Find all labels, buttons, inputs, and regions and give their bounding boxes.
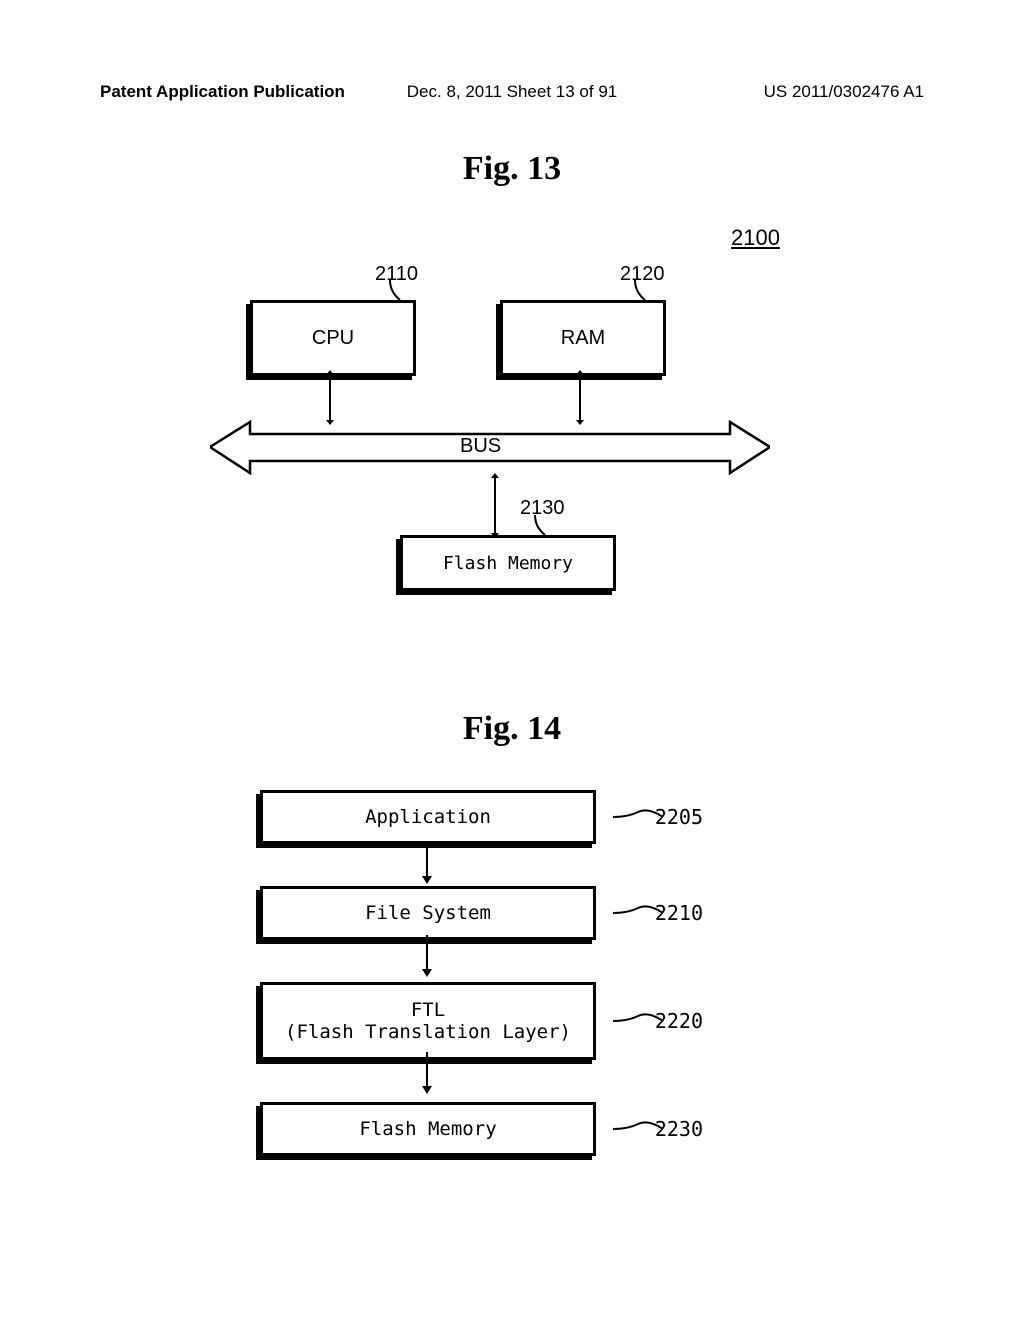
page-header: Patent Application Publication Dec. 8, 2… [0,82,1024,102]
header-left: Patent Application Publication [100,82,345,102]
bus-label: BUS [460,435,501,458]
layer-application-label: Application [365,806,491,828]
ref-2205: 2205 [655,805,703,829]
conn-cpu-bus [320,370,340,425]
layer-filesystem: File System 2210 [260,886,596,940]
ref-2220: 2220 [655,1009,703,1033]
ram-label: RAM [561,327,605,350]
fig13-title: Fig. 13 [463,150,561,188]
layer-application: Application 2205 [260,790,596,844]
ram-box: RAM [500,300,666,376]
arrow-3 [420,1052,434,1094]
ref-2100: 2100 [731,225,780,251]
fig14-title: Fig. 14 [463,710,561,748]
layer-ftl-label1: FTL [411,999,445,1021]
layer-ftl-label2: (Flash Translation Layer) [285,1021,571,1043]
header-right: US 2011/0302476 A1 [764,82,924,102]
ref-2230: 2230 [655,1117,703,1141]
layer-ftl: FTL (Flash Translation Layer) 2220 [260,982,596,1060]
ref-2210: 2210 [655,901,703,925]
figure-13: 2100 2110 2120 CPU RAM BUS 2130 Flash Me… [180,225,800,645]
conn-ram-bus [570,370,590,425]
flash-label: Flash Memory [443,553,573,574]
cpu-box: CPU [250,300,416,376]
arrow-2 [420,935,434,977]
conn-bus-flash [485,473,505,538]
layer-flashmem: Flash Memory 2230 [260,1102,596,1156]
flash-box: Flash Memory [400,535,616,591]
layer-flashmem-label: Flash Memory [359,1118,496,1140]
header-center: Dec. 8, 2011 Sheet 13 of 91 [407,82,617,102]
figure-14: Application 2205 File System 2210 FTL (F… [260,790,740,1198]
arrow-1 [420,842,434,884]
cpu-label: CPU [312,327,354,350]
layer-filesystem-label: File System [365,902,491,924]
